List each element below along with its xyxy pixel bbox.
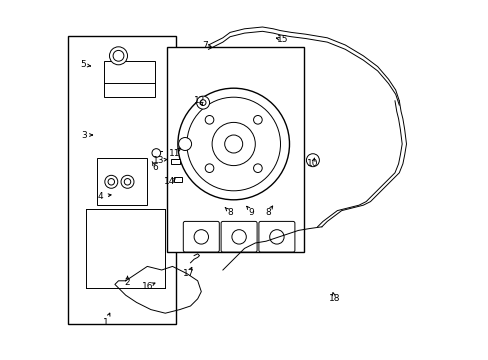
Text: 18: 18 xyxy=(328,294,340,303)
Circle shape xyxy=(194,230,208,244)
Bar xyxy=(174,177,181,182)
Circle shape xyxy=(104,175,118,188)
Text: 17: 17 xyxy=(183,269,194,278)
Bar xyxy=(167,47,303,252)
Text: 7: 7 xyxy=(202,41,207,50)
Bar xyxy=(68,36,176,324)
Text: 10: 10 xyxy=(306,159,318,168)
Text: 4: 4 xyxy=(98,192,103,201)
Circle shape xyxy=(269,230,284,244)
Text: 14: 14 xyxy=(163,177,175,186)
Circle shape xyxy=(231,230,246,244)
Text: 15: 15 xyxy=(276,35,287,44)
Circle shape xyxy=(109,47,127,65)
Text: 13: 13 xyxy=(153,156,164,165)
Text: 5: 5 xyxy=(80,60,86,69)
Circle shape xyxy=(306,154,319,167)
Text: 16: 16 xyxy=(142,282,153,291)
Circle shape xyxy=(178,88,289,200)
Text: 9: 9 xyxy=(248,208,254,217)
Circle shape xyxy=(108,179,114,185)
Circle shape xyxy=(253,116,262,124)
Circle shape xyxy=(224,135,242,153)
Circle shape xyxy=(196,96,209,109)
Circle shape xyxy=(200,100,205,105)
Circle shape xyxy=(121,175,134,188)
Circle shape xyxy=(186,97,280,191)
Circle shape xyxy=(253,164,262,172)
FancyBboxPatch shape xyxy=(258,221,294,252)
Text: 2: 2 xyxy=(124,278,130,287)
Circle shape xyxy=(178,138,191,150)
Circle shape xyxy=(152,149,160,157)
Text: 12: 12 xyxy=(193,96,205,105)
Text: 1: 1 xyxy=(103,318,108,327)
Circle shape xyxy=(113,50,123,61)
Circle shape xyxy=(124,179,130,185)
Text: 8: 8 xyxy=(264,208,270,217)
Text: 11: 11 xyxy=(168,149,180,158)
Circle shape xyxy=(205,116,213,124)
Bar xyxy=(97,158,147,205)
Text: 8: 8 xyxy=(227,208,232,217)
FancyBboxPatch shape xyxy=(183,221,219,252)
Circle shape xyxy=(205,164,213,172)
Bar xyxy=(170,159,179,164)
FancyBboxPatch shape xyxy=(221,221,257,252)
Circle shape xyxy=(212,122,255,166)
Text: 6: 6 xyxy=(152,163,158,172)
Bar xyxy=(104,61,154,97)
Text: 3: 3 xyxy=(81,131,87,140)
